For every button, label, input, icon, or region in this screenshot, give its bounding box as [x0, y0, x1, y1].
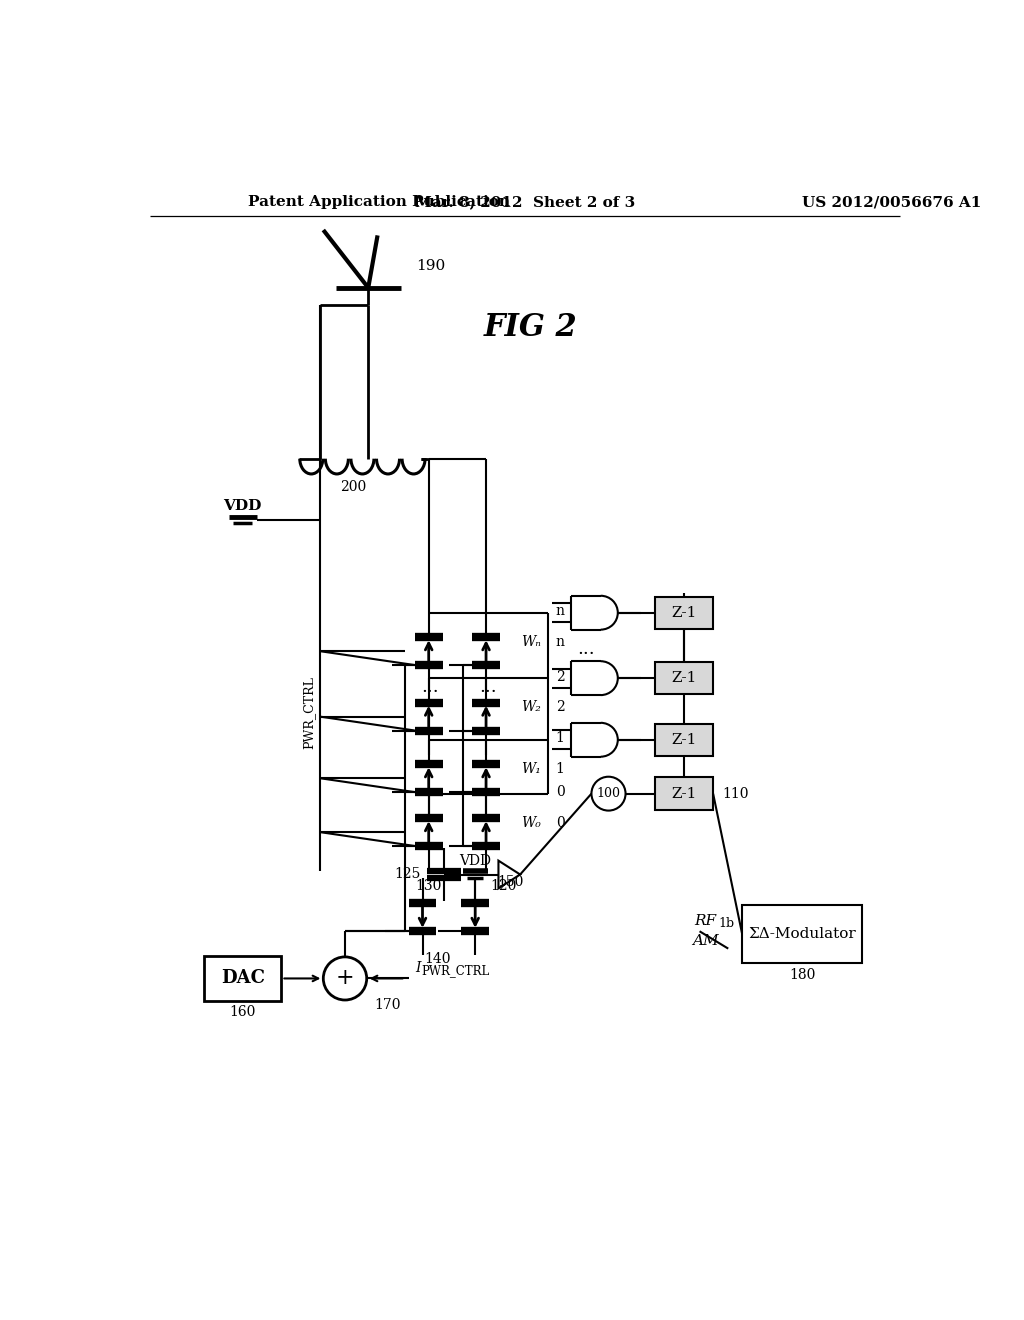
Text: PWR_CTRL: PWR_CTRL: [303, 676, 315, 748]
Text: VDD: VDD: [459, 854, 492, 867]
Text: DAC: DAC: [221, 969, 264, 987]
Circle shape: [592, 776, 626, 810]
Text: 190: 190: [417, 259, 445, 273]
Text: VDD: VDD: [223, 499, 262, 513]
Text: 100: 100: [597, 787, 621, 800]
Text: 170: 170: [375, 998, 401, 1012]
Text: I: I: [415, 961, 420, 974]
Text: 130: 130: [416, 879, 442, 894]
Text: n: n: [556, 605, 565, 618]
Text: 1: 1: [556, 762, 564, 776]
Text: AM: AM: [691, 935, 718, 948]
Text: Patent Application Publication: Patent Application Publication: [248, 195, 510, 210]
Text: 1: 1: [556, 731, 564, 746]
Text: 180: 180: [790, 969, 815, 982]
Text: 200: 200: [340, 480, 366, 494]
Text: FIG 2: FIG 2: [484, 313, 578, 343]
Text: 2: 2: [556, 701, 564, 714]
Text: 120: 120: [489, 879, 516, 894]
Bar: [655, 723, 713, 756]
Text: 160: 160: [229, 1005, 256, 1019]
Text: US 2012/0056676 A1: US 2012/0056676 A1: [802, 195, 982, 210]
Bar: [742, 906, 862, 964]
Text: ΣΔ-Modulator: ΣΔ-Modulator: [749, 927, 856, 941]
Text: 0: 0: [556, 785, 564, 799]
Text: Z-1: Z-1: [672, 606, 696, 619]
Circle shape: [324, 957, 367, 1001]
Text: Z-1: Z-1: [672, 733, 696, 747]
Bar: [655, 663, 713, 694]
Text: 150: 150: [497, 875, 523, 890]
Bar: [204, 956, 282, 1001]
Text: 1b: 1b: [719, 917, 735, 931]
Text: Z-1: Z-1: [672, 787, 696, 801]
Text: W₀: W₀: [521, 816, 541, 830]
Text: +: +: [336, 968, 354, 990]
Text: Mar. 8, 2012  Sheet 2 of 3: Mar. 8, 2012 Sheet 2 of 3: [415, 195, 635, 210]
Text: 2: 2: [556, 669, 564, 684]
Text: ...: ...: [578, 640, 595, 657]
Text: Z-1: Z-1: [672, 671, 696, 685]
Text: 125: 125: [394, 867, 421, 882]
Text: 0: 0: [556, 816, 564, 830]
Text: ...: ...: [479, 678, 497, 697]
Bar: [655, 777, 713, 809]
Text: RF: RF: [694, 915, 716, 928]
Text: W₁: W₁: [521, 762, 541, 776]
Text: W₂: W₂: [521, 701, 541, 714]
Text: 140: 140: [425, 952, 452, 966]
Text: ...: ...: [422, 678, 439, 697]
Text: 110: 110: [722, 787, 749, 801]
Text: Wₙ: Wₙ: [521, 635, 541, 649]
Bar: [655, 597, 713, 628]
Text: PWR_CTRL: PWR_CTRL: [421, 965, 489, 978]
Text: n: n: [556, 635, 565, 649]
